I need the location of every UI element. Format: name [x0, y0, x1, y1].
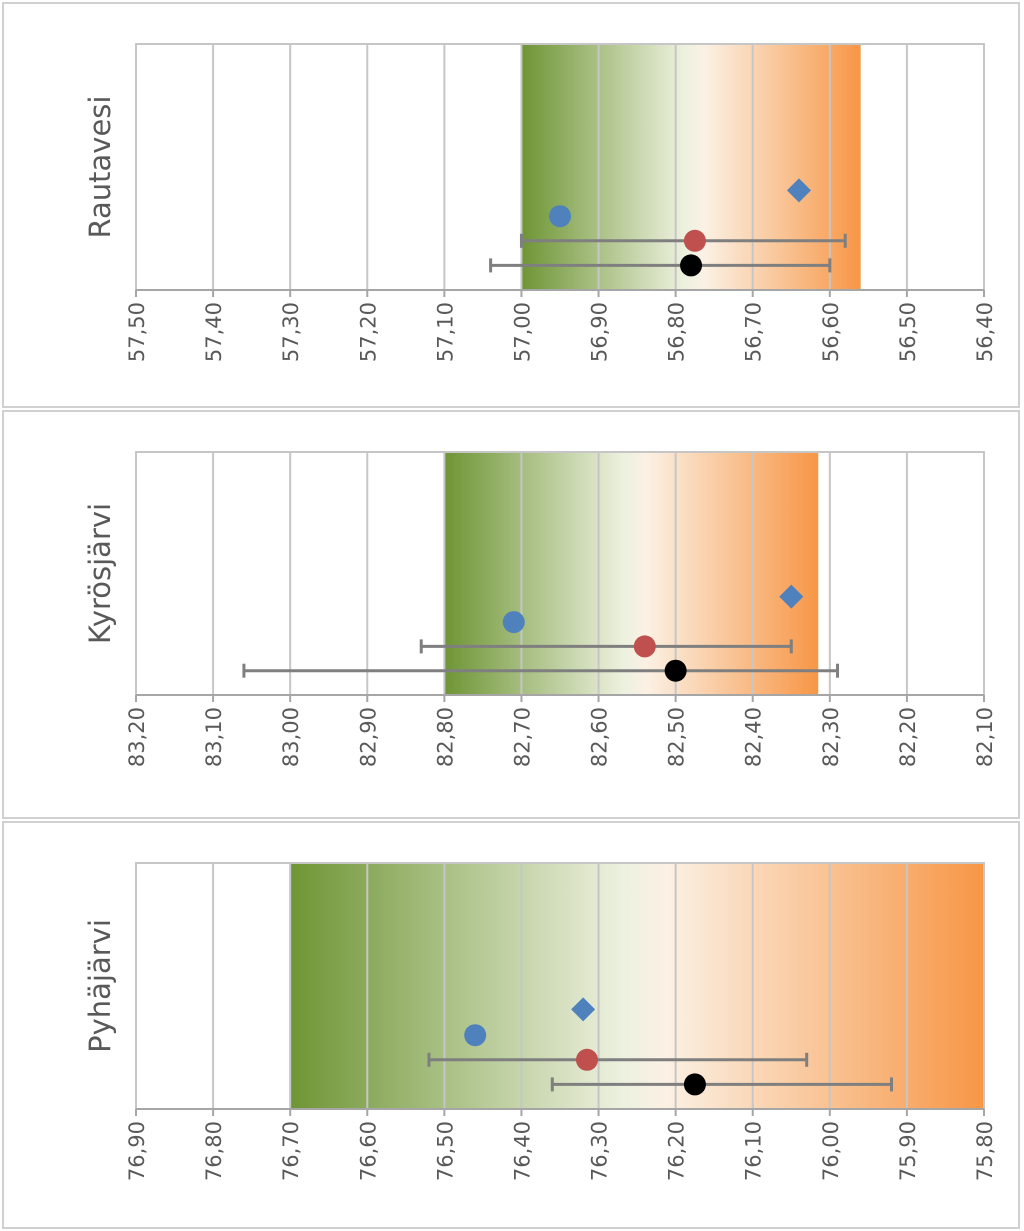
x-tick-label: 82,30	[819, 707, 843, 767]
x-tick-label: 75,90	[896, 1121, 920, 1181]
y-axis-label: Rautavesi	[83, 96, 117, 239]
x-tick-label: 76,40	[510, 1121, 534, 1181]
blue-circle-marker	[549, 205, 571, 228]
x-tick-label: 57,10	[433, 302, 457, 362]
gradient-band	[290, 863, 984, 1109]
x-tick-label: 56,50	[896, 302, 920, 362]
x-tick-label: 56,70	[742, 302, 766, 362]
chart-panel-rautavesi: 57,50 57,40 57,30 57,20 57,10 57,00 56,90 56,80…	[2, 2, 1020, 408]
blue-circle-marker	[502, 611, 525, 634]
x-tick-label: 56,90	[588, 302, 612, 362]
chart-panel-pyhajarvi: 76,90 76,80 76,70 76,60 76,50 76,40 76,30 76,20…	[2, 821, 1020, 1229]
x-tick-label: 82,80	[433, 707, 457, 767]
x-tick-label: 82,70	[510, 707, 534, 767]
x-tick-label: 57,40	[202, 302, 226, 362]
x-tick-label: 82,60	[588, 707, 612, 767]
x-tick-label: 57,20	[356, 302, 380, 362]
x-tick-label: 82,20	[896, 707, 920, 767]
blue-diamond-marker	[786, 178, 811, 203]
blue-diamond-marker	[571, 997, 596, 1022]
black-circle-marker	[664, 659, 687, 682]
x-tick-label: 56,60	[819, 302, 843, 362]
chart-kyrosjarvi: 83,20 83,10 83,00 82,90 82,80 82,70 82,60 82,50…	[83, 451, 997, 767]
red-error-bar	[427, 1052, 809, 1067]
x-tick-label: 56,40	[973, 302, 997, 362]
x-tick-label: 82,50	[665, 707, 689, 767]
red-circle-marker	[683, 229, 706, 252]
chart-panel-kyrosjarvi: 83,20 83,10 83,00 82,90 82,80 82,70 82,60 82,50…	[2, 410, 1020, 819]
x-tick-label: 76,60	[356, 1121, 380, 1181]
y-axis-label: Pyhäjärvi	[83, 919, 117, 1053]
x-tick-label: 82,40	[742, 707, 766, 767]
black-error-bar	[550, 1077, 893, 1092]
gradient-band	[444, 452, 819, 695]
blue-circle-marker	[464, 1024, 487, 1047]
x-tick-label: 82,90	[356, 707, 380, 767]
red-circle-marker	[633, 635, 656, 658]
x-tick-label: 83,10	[202, 707, 226, 767]
x-tick-label: 76,30	[588, 1121, 612, 1181]
black-circle-marker	[683, 1073, 706, 1096]
black-error-bar	[242, 663, 840, 678]
x-tick-label: 83,20	[125, 707, 149, 767]
x-tick-label: 76,20	[665, 1121, 689, 1181]
x-tick-label: 57,30	[279, 302, 303, 362]
black-circle-marker	[680, 254, 703, 277]
x-tick-label: 57,50	[125, 302, 149, 362]
x-tick-label: 75,80	[973, 1121, 997, 1181]
x-tick-label: 76,10	[742, 1121, 766, 1181]
x-tick-label: 83,00	[279, 707, 303, 767]
red-circle-marker	[575, 1048, 598, 1071]
x-tick-label: 76,90	[125, 1121, 149, 1181]
x-tick-label: 76,80	[202, 1121, 226, 1181]
x-tick-label: 76,50	[433, 1121, 457, 1181]
blue-diamond-marker	[779, 584, 804, 609]
black-error-bar	[489, 258, 832, 273]
x-tick-label: 57,00	[510, 302, 534, 362]
gradient-band	[521, 44, 861, 290]
x-tick-label: 82,10	[973, 707, 997, 767]
red-error-bar	[519, 233, 847, 248]
red-error-bar	[419, 639, 793, 654]
x-tick-label: 76,70	[279, 1121, 303, 1181]
chart-rautavesi: 57,50 57,40 57,30 57,20 57,10 57,00 56,90 56,80…	[83, 43, 997, 362]
chart-pyhajarvi: 76,90 76,80 76,70 76,60 76,50 76,40 76,30 76,20…	[83, 862, 997, 1181]
x-tick-label: 56,80	[665, 302, 689, 362]
y-axis-label: Kyrösjärvi	[83, 503, 117, 644]
x-tick-label: 76,00	[819, 1121, 843, 1181]
